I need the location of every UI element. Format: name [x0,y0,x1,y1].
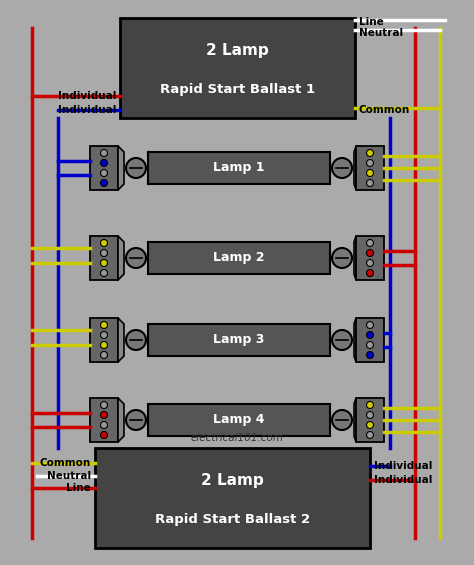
FancyBboxPatch shape [356,146,384,190]
Circle shape [100,150,108,157]
Circle shape [126,248,146,268]
FancyBboxPatch shape [148,324,330,356]
Circle shape [366,170,374,176]
FancyBboxPatch shape [356,398,384,442]
Text: Lamp 2: Lamp 2 [213,251,265,264]
Text: Line: Line [66,483,91,493]
Polygon shape [354,318,356,362]
Circle shape [100,180,108,186]
FancyBboxPatch shape [95,448,370,548]
Text: Rapid Start Ballast 1: Rapid Start Ballast 1 [160,84,315,97]
FancyBboxPatch shape [90,236,118,280]
Circle shape [332,158,352,178]
Text: Individual: Individual [374,475,432,485]
Polygon shape [118,318,124,362]
Polygon shape [354,146,356,190]
Circle shape [100,332,108,338]
Text: Line: Line [359,17,384,27]
Circle shape [100,270,108,276]
Text: 2 Lamp: 2 Lamp [206,42,269,58]
FancyBboxPatch shape [148,404,330,436]
Circle shape [332,248,352,268]
FancyBboxPatch shape [356,318,384,362]
Circle shape [366,351,374,359]
Circle shape [366,432,374,438]
Polygon shape [354,236,356,280]
Text: electrical101.com: electrical101.com [191,433,283,443]
Text: Common: Common [359,105,410,115]
Text: Common: Common [40,458,91,468]
Circle shape [366,421,374,428]
Circle shape [126,330,146,350]
Circle shape [366,150,374,157]
Circle shape [100,341,108,349]
Circle shape [366,159,374,167]
Circle shape [332,410,352,430]
Circle shape [100,351,108,359]
Text: Rapid Start Ballast 2: Rapid Start Ballast 2 [155,514,310,527]
Text: Individual: Individual [374,461,432,471]
FancyBboxPatch shape [90,398,118,442]
Circle shape [100,259,108,267]
Text: Individual: Individual [58,105,116,115]
Circle shape [366,250,374,257]
Circle shape [126,158,146,178]
Circle shape [100,432,108,438]
Polygon shape [118,398,124,442]
Circle shape [366,341,374,349]
Circle shape [100,159,108,167]
Text: Neutral: Neutral [47,471,91,481]
Polygon shape [354,398,356,442]
Circle shape [100,411,108,419]
Circle shape [366,259,374,267]
Circle shape [100,421,108,428]
Circle shape [366,402,374,408]
Text: Individual: Individual [58,91,116,101]
FancyBboxPatch shape [148,242,330,274]
Circle shape [366,180,374,186]
Circle shape [366,321,374,328]
Circle shape [366,240,374,246]
Circle shape [366,411,374,419]
Circle shape [366,270,374,276]
Circle shape [100,250,108,257]
Polygon shape [118,146,124,190]
Text: Lamp 1: Lamp 1 [213,162,265,175]
FancyBboxPatch shape [148,152,330,184]
Circle shape [332,330,352,350]
FancyBboxPatch shape [90,146,118,190]
Circle shape [100,170,108,176]
FancyBboxPatch shape [356,236,384,280]
Circle shape [100,321,108,328]
Text: Lamp 3: Lamp 3 [213,333,264,346]
Circle shape [366,332,374,338]
Circle shape [100,402,108,408]
Polygon shape [118,236,124,280]
Text: Lamp 4: Lamp 4 [213,414,265,427]
FancyBboxPatch shape [90,318,118,362]
Circle shape [100,240,108,246]
FancyBboxPatch shape [120,18,355,118]
Text: Neutral: Neutral [359,28,403,38]
Circle shape [126,410,146,430]
Text: 2 Lamp: 2 Lamp [201,472,264,488]
